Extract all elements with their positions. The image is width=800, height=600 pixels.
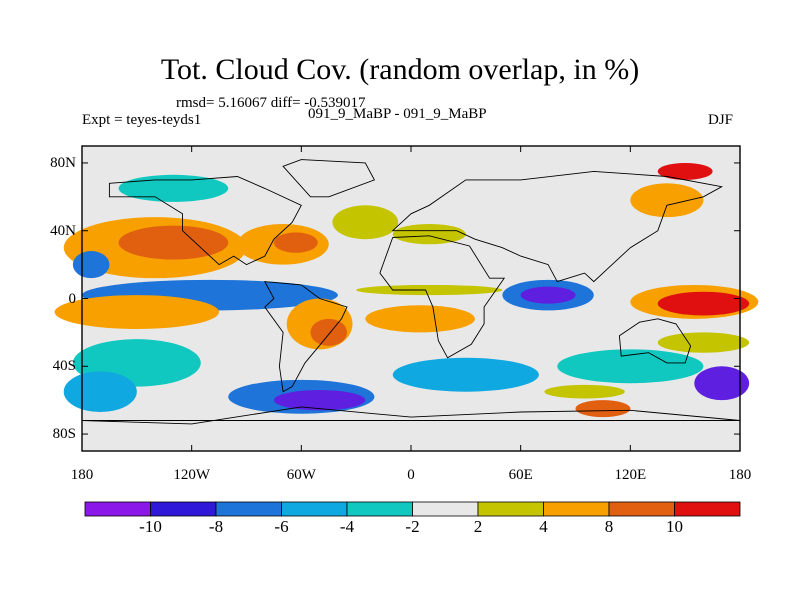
lat-tick-label: 0 — [68, 290, 77, 307]
chart-title: Tot. Cloud Cov. (random overlap, in %) — [160, 53, 640, 86]
colorbar-label: -10 — [139, 517, 162, 536]
colorbar-label: -6 — [274, 517, 289, 536]
colorbar-swatch — [281, 501, 348, 517]
anomaly-region — [54, 295, 220, 329]
lon-tick-label: 120W — [173, 467, 210, 483]
lon-tick-label: 60W — [286, 467, 316, 483]
anomaly-region — [356, 284, 503, 296]
colorbar-swatch — [674, 501, 741, 517]
colorbar-swatch — [150, 501, 217, 517]
coastline — [264, 281, 348, 393]
colorbar-swatch — [608, 501, 675, 517]
coastline — [282, 159, 376, 198]
coastlines — [81, 159, 741, 425]
anomaly-region — [118, 174, 229, 202]
colorbar-swatch — [346, 501, 413, 517]
lat-tick-label: 40S — [52, 358, 76, 375]
axis-ticks — [81, 146, 741, 451]
colorbar — [84, 501, 741, 517]
colorbar-swatch — [543, 501, 610, 517]
anomaly-region — [544, 384, 625, 399]
coastline — [81, 406, 741, 425]
anomaly-region — [273, 390, 366, 411]
colorbar-swatch — [412, 501, 479, 517]
lon-tick-label: 0 — [407, 467, 415, 483]
anomaly-field — [54, 146, 759, 451]
lat-tick-label: 80S — [52, 426, 76, 443]
anomaly-region — [365, 305, 475, 333]
lat-tick-label: 80N — [50, 154, 76, 171]
anomaly-region — [520, 286, 576, 304]
anomaly-region — [392, 223, 466, 245]
colorbar-label: 4 — [539, 517, 548, 536]
lat-tick-label: 40N — [50, 222, 76, 239]
lon-tick-label: 180 — [70, 467, 94, 483]
lon-tick-label: 120E — [614, 467, 647, 483]
colorbar-label: 2 — [473, 517, 483, 536]
anomaly-region — [273, 232, 318, 253]
colorbar-swatch — [84, 501, 151, 517]
colorbar-label: 8 — [604, 517, 614, 536]
cases-subtitle: 091_9_MaBP - 091_9_MaBP — [308, 106, 487, 122]
colorbar-swatch — [477, 501, 544, 517]
colorbar-swatch — [215, 501, 282, 517]
lon-tick-label: 180 — [728, 467, 752, 483]
coastline — [108, 176, 302, 266]
anomaly-region — [392, 357, 539, 392]
colorbar-label: -4 — [339, 517, 355, 536]
coastline — [379, 235, 506, 359]
stats-subtitle: rmsd= 5.16067 diff= -0.539017 — [176, 95, 366, 111]
anomaly-region — [630, 183, 704, 218]
anomaly-region — [332, 205, 399, 240]
anomaly-region — [557, 349, 704, 384]
anomaly-region — [310, 318, 348, 346]
lon-tick-label: 60E — [508, 467, 533, 483]
anomaly-region — [63, 371, 137, 413]
anomaly-region — [694, 366, 750, 401]
anomaly-region — [657, 332, 750, 353]
anomaly-region — [118, 225, 229, 260]
colorbar-label: -8 — [208, 517, 224, 536]
anomaly-region — [575, 400, 631, 418]
anomaly-region — [72, 251, 110, 279]
experiment-subtitle: Expt = teyes-teyds1 — [82, 112, 202, 128]
coastline — [391, 170, 724, 283]
colorbar-label: -2 — [405, 517, 420, 536]
anomaly-region — [657, 162, 713, 180]
season-label: DJF — [708, 112, 734, 128]
anomaly-region — [657, 291, 750, 316]
coastline — [618, 318, 692, 364]
colorbar-label: 10 — [666, 517, 683, 536]
